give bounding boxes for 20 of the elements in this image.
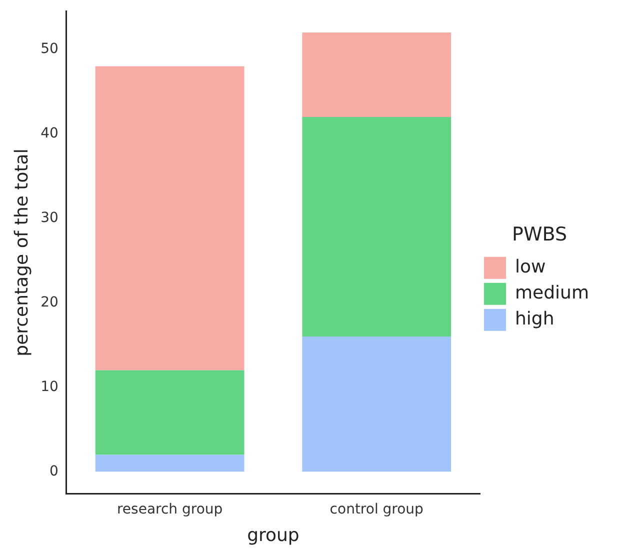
y-tick-label: 10: [40, 378, 58, 395]
legend-label: high: [515, 308, 554, 330]
y-tick-label: 40: [40, 125, 58, 142]
bar: [95, 454, 244, 472]
y-tick-label: 30: [40, 210, 58, 226]
legend-label: low: [515, 256, 546, 278]
x-axis-title: group: [247, 524, 300, 546]
legend-title: PWBS: [512, 224, 568, 246]
x-tick-label: control group: [330, 502, 424, 518]
y-tick-label: 50: [40, 41, 58, 58]
y-tick-label: 0: [49, 463, 58, 480]
bar: [95, 370, 244, 455]
y-tick-label: 20: [40, 294, 58, 310]
legend-label: medium: [515, 282, 590, 304]
x-tick-label: research group: [116, 502, 223, 518]
y-axis-title: percentage of the total: [11, 148, 32, 356]
bar: [95, 66, 244, 370]
bar: [302, 32, 452, 117]
bar: [302, 116, 452, 337]
bar: [302, 336, 452, 472]
